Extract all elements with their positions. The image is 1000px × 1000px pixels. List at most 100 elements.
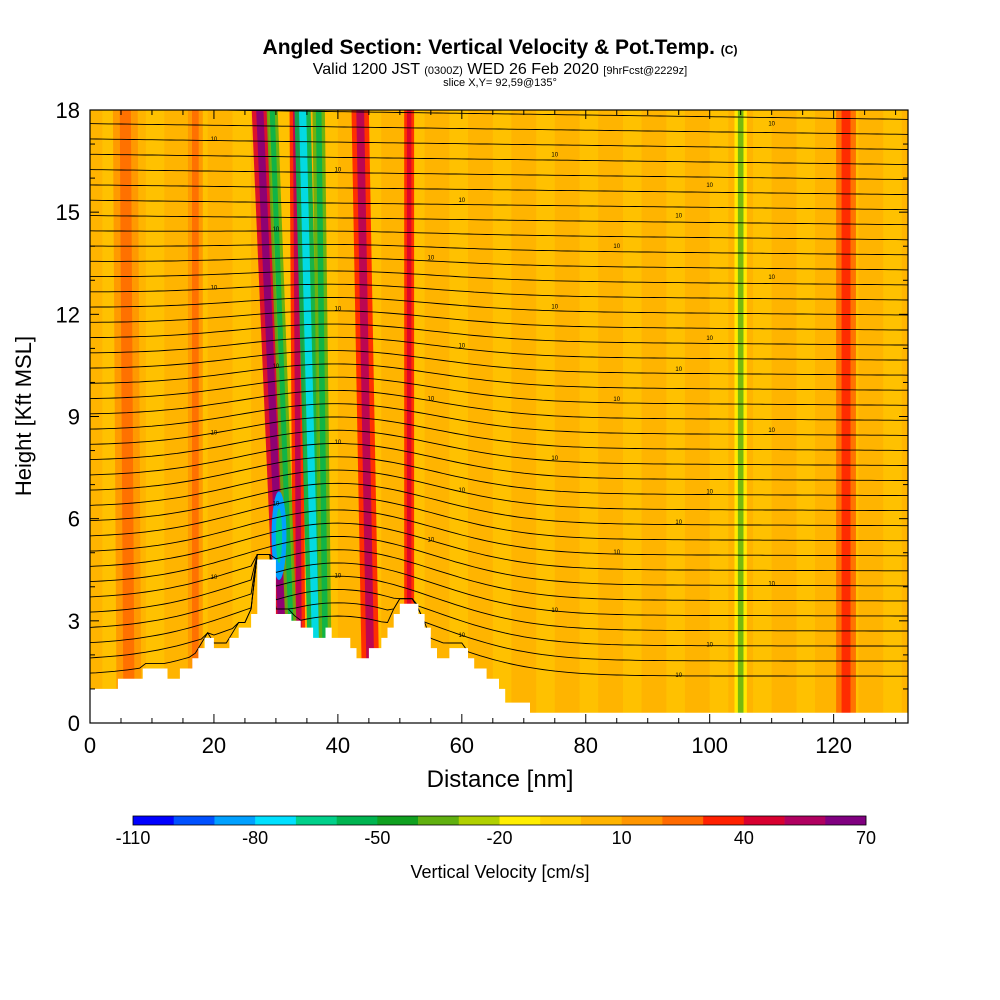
- isentrope-contours: 10 10 10 10 10 10 10 10 10 10 10 10 10 10 10 10 10 10 10 10…: [90, 110, 908, 679]
- colorbar-swatch: [214, 816, 256, 825]
- isentrope-label: 10: [427, 396, 434, 402]
- y-tick-label: 18: [56, 98, 80, 123]
- isentrope-line: [90, 270, 908, 286]
- downdraft-band-1-core: [298, 110, 322, 723]
- isentrope-line: [90, 456, 908, 497]
- field-stripe: [666, 110, 685, 723]
- colorbar-swatch: [703, 816, 745, 825]
- colorbar-swatch: [295, 816, 337, 825]
- downdraft-band-0-core: [269, 110, 298, 723]
- isentrope-line: [90, 482, 908, 527]
- isentrope-line: [90, 169, 908, 181]
- colorbar-tick-label: 70: [856, 828, 876, 848]
- isentrope-label: 10: [211, 430, 218, 436]
- isentrope-line: [90, 549, 908, 602]
- isentrope-label: 10: [675, 520, 682, 526]
- colorbar-tick-label: 40: [734, 828, 754, 848]
- isentrope-label: 10: [273, 364, 280, 370]
- updraft-band-4-core: [119, 110, 135, 723]
- x-tick-label: 100: [691, 733, 728, 758]
- colorbar-frame: [132, 815, 867, 826]
- isentrope-label: 10: [768, 428, 775, 434]
- isentrope-line: [90, 496, 908, 542]
- isentrope-line: [90, 215, 908, 226]
- colorbar-swatch: [580, 816, 622, 825]
- isentrope-label: 10: [335, 574, 342, 580]
- colorbar-swatch: [173, 816, 215, 825]
- field-stripe: [579, 110, 599, 723]
- colorbar-tick-label: -50: [364, 828, 390, 848]
- isentrope-line: [90, 416, 908, 451]
- y-tick-label: 15: [56, 200, 80, 225]
- field-stripe: [145, 110, 165, 723]
- updraft-band-2-core: [356, 110, 376, 723]
- y-tick-label: 9: [68, 405, 80, 430]
- isentrope-line: [90, 443, 908, 481]
- colorbar-tick-label: -80: [242, 828, 268, 848]
- updraft-band-3-core: [406, 110, 412, 723]
- isentrope-line: [90, 553, 908, 662]
- field-stripe: [449, 110, 469, 723]
- terrain: [90, 559, 908, 723]
- isentrope-line: [90, 553, 908, 617]
- x-tick-label: 60: [450, 733, 474, 758]
- colorbar-tick-label: -20: [486, 828, 512, 848]
- isentrope-line: [90, 153, 908, 165]
- x-tick-label: 120: [815, 733, 852, 758]
- isentrope-label: 10: [551, 152, 558, 158]
- x-tick-label: 20: [202, 733, 226, 758]
- isentrope-label: 10: [551, 456, 558, 462]
- isentrope-line: [90, 310, 908, 331]
- chart-slice-info: slice X,Y= 92,59@135°: [443, 77, 557, 89]
- downdraft-core-inner: [275, 508, 283, 563]
- isentrope-label: 10: [427, 256, 434, 262]
- isentrope-label: 10: [335, 307, 342, 313]
- downdraft-band-3-core: [737, 110, 744, 723]
- isentrope-label: 10: [706, 489, 713, 495]
- y-axis: 0 3 6 9 12 15 18: [56, 98, 908, 736]
- isentrope-line: [90, 553, 908, 647]
- updraft-band-6-core: [841, 110, 851, 723]
- isentrope-line: [90, 553, 908, 632]
- isentrope-line: [90, 389, 908, 421]
- isentrope-line: [90, 138, 908, 150]
- colorbar-swatch: [418, 816, 460, 825]
- colorbar-swatch: [662, 816, 704, 825]
- isentrope-label: 10: [458, 198, 465, 204]
- isentrope-label: 10: [706, 643, 713, 649]
- isentrope-label: 10: [273, 227, 280, 233]
- isentrope-line: [90, 283, 908, 301]
- isentrope-line: [90, 522, 908, 572]
- x-axis-label: Distance [nm]: [426, 766, 574, 793]
- colorbar-label: Vertical Velocity [cm/s]: [410, 862, 590, 882]
- isentrope-line: [90, 535, 908, 587]
- colorbar-swatch: [825, 816, 867, 825]
- chart-valid-time: Valid 1200 JST (0300Z) WED 26 Feb 2020 […: [312, 61, 688, 78]
- colorbar: -110 -80 -50 -20 10 40 70: [116, 815, 876, 848]
- colorbar-tick-label: 10: [612, 828, 632, 848]
- isentrope-line: [90, 123, 908, 135]
- colorbar-swatch: [540, 816, 582, 825]
- isentrope-label: 10: [675, 214, 682, 220]
- chart-title: Angled Section: Vertical Velocity & Pot.…: [262, 36, 738, 59]
- isentrope-label: 10: [768, 122, 775, 128]
- isentrope-line: [90, 469, 908, 512]
- isentrope-line: [90, 350, 908, 376]
- updraft-band-5-core: [192, 110, 199, 723]
- isentrope-label: 10: [551, 608, 558, 614]
- isentrope-line: [90, 403, 908, 436]
- colorbar-swatch: [784, 816, 826, 825]
- y-tick-label: 0: [68, 711, 80, 736]
- isentrope-line: [90, 257, 908, 271]
- field-stripe: [536, 110, 555, 723]
- isentrope-label: 10: [335, 440, 342, 446]
- isentrope-label: 10: [458, 344, 465, 350]
- isentrope-label: 10: [768, 581, 775, 587]
- isentrope-line: [90, 297, 908, 316]
- colorbar-swatch: [255, 816, 297, 825]
- colorbar-swatch: [743, 816, 785, 825]
- colorbar-tick-label: -110: [116, 828, 151, 848]
- isentrope-label: 10: [335, 168, 342, 174]
- isentrope-line: [90, 336, 908, 361]
